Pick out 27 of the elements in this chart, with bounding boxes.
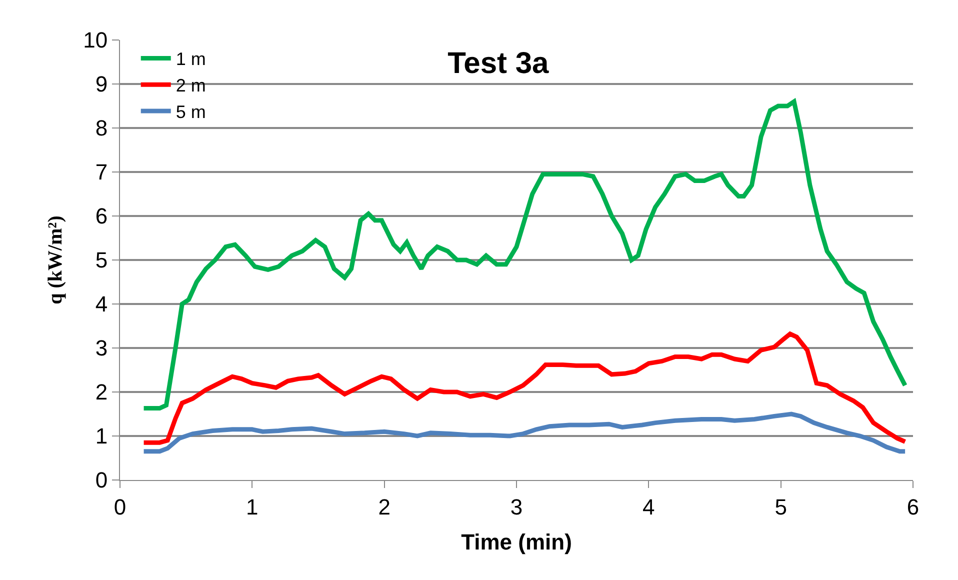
y-tick-label: 9	[95, 72, 108, 97]
line-series	[142, 332, 908, 445]
x-axis-title: Time (min)	[461, 529, 572, 554]
line-series	[142, 99, 908, 411]
y-tick-label: 7	[95, 160, 108, 185]
x-tick-label: 6	[906, 494, 920, 520]
y-tick-label: 6	[95, 204, 108, 229]
y-tick-label: 3	[95, 336, 108, 361]
x-tick-label: 0	[114, 494, 126, 520]
x-tick-label: 1	[246, 494, 258, 520]
x-tick-label: 5	[774, 494, 787, 520]
y-tick-label: 2	[95, 380, 108, 405]
legend-label: 2 m	[176, 76, 206, 96]
legend-label: 5 m	[176, 102, 206, 122]
y-tick-label: 10	[83, 28, 108, 53]
x-tick-label: 4	[642, 494, 655, 520]
x-tick-label: 3	[510, 494, 523, 520]
y-tick-label: 1	[95, 424, 108, 449]
x-tick-label: 2	[378, 494, 390, 520]
y-tick-label: 0	[95, 468, 108, 493]
y-tick-label: 8	[95, 116, 108, 141]
y-axis-title: q (kW/m²)	[44, 216, 67, 304]
y-tick-label: 5	[95, 248, 108, 273]
legend-label: 1 m	[176, 49, 206, 70]
y-tick-label: 4	[95, 292, 108, 317]
line-series	[142, 412, 908, 454]
chart-title: Test 3a	[448, 47, 550, 80]
